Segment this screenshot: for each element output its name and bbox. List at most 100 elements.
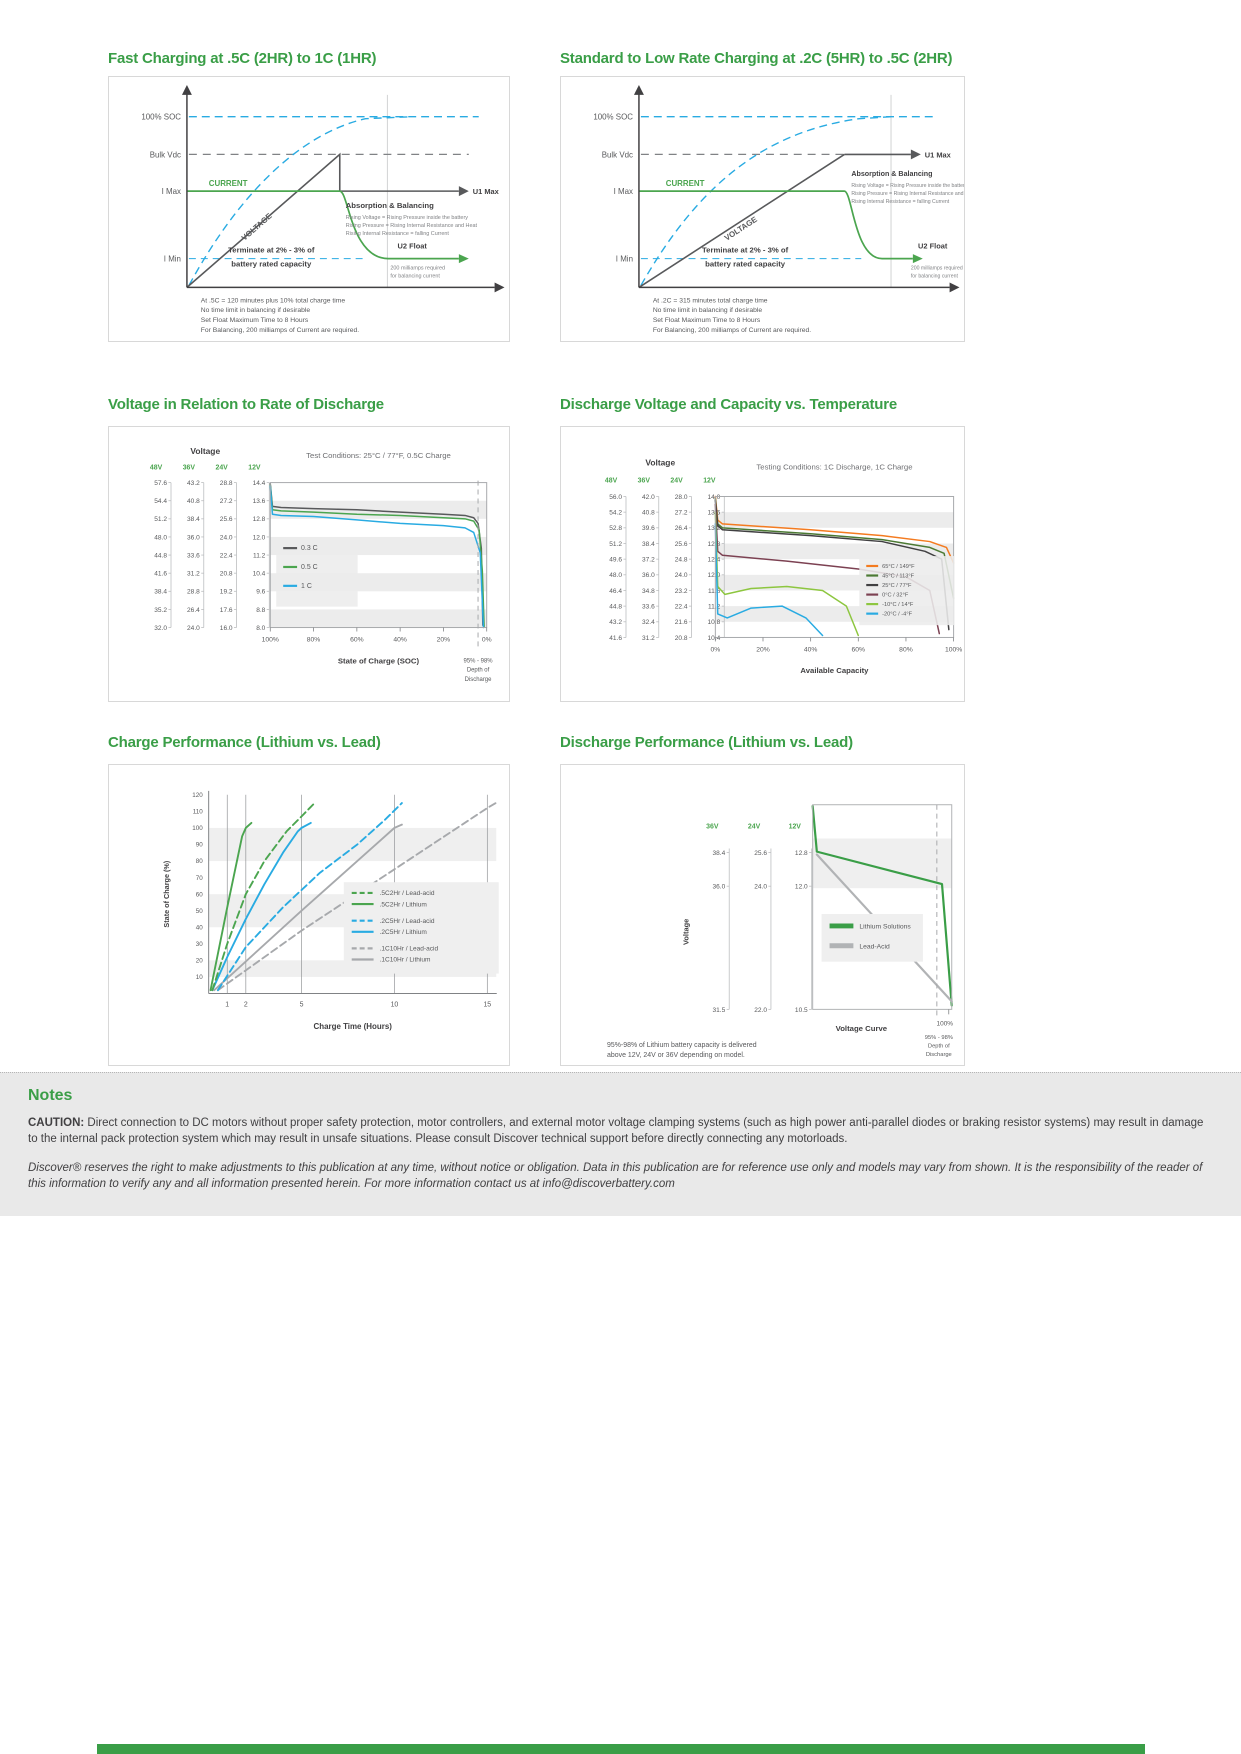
voltage-column-label: 12V	[703, 478, 716, 485]
imin-label: I Min	[616, 255, 633, 264]
x-tick-label: 80%	[307, 636, 321, 643]
voltage-tick-label: 13.2	[708, 525, 721, 532]
voltage-tick-label: 24.8	[675, 557, 688, 564]
legend-label: -10°C / 14°F	[882, 602, 914, 608]
y-tick-label: 110	[193, 809, 203, 816]
voltage-tick-label: 36.0	[187, 534, 200, 541]
voltage-label: VOLTAGE	[240, 211, 274, 242]
voltage-tick-label: 40.8	[642, 510, 655, 517]
legend-label: .5C2Hr / Lithium	[380, 901, 428, 908]
imax-label: I Max	[614, 187, 633, 196]
voltage-tick-label: 41.6	[154, 571, 167, 578]
u2-float-arrowhead-icon	[912, 254, 923, 264]
voltage-column-label: 12V	[789, 824, 802, 831]
voltage-tick-label: 25.6	[220, 516, 233, 523]
series-line	[714, 523, 824, 637]
band	[209, 827, 497, 862]
footer-accent-bar	[97, 1744, 1145, 1754]
voltage-tick-label: 38.4	[712, 850, 725, 857]
voltage-tick-label: 34.8	[642, 588, 655, 595]
u1-max-label: U1 Max	[925, 150, 952, 159]
x-tick-label: 80%	[899, 646, 913, 653]
chart-title-standard-charging: Standard to Low Rate Charging at .2C (5H…	[560, 50, 953, 67]
standard-charging-chart: 100% SOC Bulk Vdc I Max I Min CURRENT VO…	[560, 76, 965, 342]
footnote-1: At .2C = 315 minutes total charge time	[653, 297, 768, 304]
u1-max-label: U1 Max	[473, 187, 500, 196]
voltage-line	[186, 152, 341, 289]
voltage-tick-label: 24.0	[754, 884, 767, 891]
voltage-tick-label: 12.8	[795, 850, 808, 857]
band	[715, 543, 954, 560]
x-tick-label: 60%	[350, 636, 364, 643]
voltage-tick-label: 44.8	[609, 604, 622, 611]
voltage-tick-label: 31.2	[187, 571, 200, 578]
voltage-tick-label: 27.2	[220, 498, 233, 505]
series-line	[714, 497, 955, 600]
voltage-tick-label: 17.6	[220, 607, 233, 614]
x-tick-label: 0%	[482, 636, 492, 643]
voltage-tick-label: 52.8	[609, 525, 622, 532]
x-tick-label: 15	[483, 1001, 491, 1008]
legend-label: .1C10Hr / Lithium	[380, 957, 431, 964]
y-tick-label: 60	[196, 891, 203, 898]
current-line	[186, 190, 459, 260]
voltage-tick-label: 11.2	[253, 552, 266, 559]
u1-max-arrowhead-icon	[458, 186, 469, 197]
voltage-tick-label: 12.8	[253, 516, 266, 523]
voltage-tick-label: 35.2	[154, 607, 167, 614]
footnote-1: At .5C = 120 minutes plus 10% total char…	[201, 297, 346, 304]
x-axis-label: Charge Time (Hours)	[314, 1022, 393, 1031]
voltage-tick-label: 14.0	[708, 494, 721, 501]
legend-label: 0°C / 32°F	[882, 593, 909, 599]
x-axis-label: Available Capacity	[800, 666, 869, 675]
legend-label: -20°C / -4°F	[882, 612, 912, 618]
voltage-tick-label: 28.0	[675, 494, 688, 501]
discharge-performance-plot: 36V 38.4 36.0 31.5 24V 25.6 24.0 22.0 12V 12.8 12.…	[607, 804, 954, 1059]
plot-border	[269, 482, 488, 629]
dod-note: Depth of	[928, 1044, 950, 1050]
chart-caption: above 12V, 24V or 36V depending on model…	[607, 1052, 745, 1059]
bulk-label: Bulk Vdc	[602, 150, 633, 159]
voltage-tick-label: 28.8	[187, 589, 200, 596]
voltage-tick-label: 32.4	[642, 619, 655, 626]
voltage-column-label: 36V	[183, 465, 196, 472]
x-axis-label: State of Charge (SOC)	[338, 656, 420, 665]
legend-label: 0.5 C	[301, 564, 318, 571]
legend-label: .5C2Hr / Lead-acid	[380, 890, 435, 897]
y-tick-label: 100	[192, 825, 203, 832]
voltage-tick-label: 42.0	[642, 494, 655, 501]
voltage-tick-label: 36.0	[642, 572, 655, 579]
y-axis-arrowhead-icon	[633, 84, 644, 95]
x-axis-arrowhead-icon	[949, 282, 960, 293]
voltage-tick-label: 10.4	[253, 571, 266, 578]
standard-charging-diagram: 100% SOC Bulk Vdc I Max I Min CURRENT VO…	[593, 84, 964, 334]
voltage-tick-label: 33.6	[642, 604, 655, 611]
voltage-tick-label: 8.0	[256, 625, 265, 632]
voltage-tick-label: 10.4	[708, 635, 721, 642]
soc-label: 100% SOC	[141, 113, 181, 122]
voltage-tick-label: 23.2	[675, 588, 688, 595]
dod-note: 95% - 98%	[464, 658, 494, 664]
y-tick-label: 30	[196, 941, 203, 948]
series-line	[269, 485, 485, 629]
voltage-tick-label: 37.2	[642, 557, 655, 564]
y-tick-label: 120	[192, 792, 203, 799]
voltage-tick-label: 14.4	[253, 480, 266, 487]
chart-title-charge-performance: Charge Performance (Lithium vs. Lead)	[108, 734, 381, 751]
series-line	[209, 821, 253, 992]
voltage-tick-label: 22.4	[220, 552, 233, 559]
voltage-tick-label: 49.6	[609, 557, 622, 564]
x-tick-label: 1	[225, 1001, 229, 1008]
charge-performance-chart: 120 110 100 90 80 70 60 50 40 30 20 10 State of Char…	[108, 764, 510, 1066]
series-line	[269, 484, 485, 628]
voltage-column-label: 12V	[248, 465, 261, 472]
y-tick-label: 20	[196, 958, 203, 965]
x-axis-label: Voltage Curve	[836, 1024, 888, 1033]
caution-label: CAUTION:	[28, 1117, 85, 1129]
x-tick-label: 40%	[393, 636, 407, 643]
voltage-tick-label: 36.0	[712, 884, 725, 891]
voltage-tick-label: 46.4	[609, 588, 622, 595]
voltage-tick-label: 11.6	[708, 588, 721, 595]
x-tick-label: 100%	[937, 1020, 954, 1027]
